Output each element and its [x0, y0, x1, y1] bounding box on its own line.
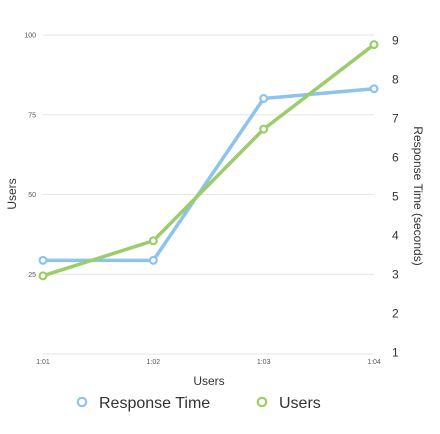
right-tick-label: 6: [392, 151, 399, 165]
legend-marker-users: [256, 396, 268, 408]
data-point-response-time: [148, 255, 158, 265]
series-line-response-time: [41, 87, 376, 263]
right-tick-label: 4: [392, 229, 399, 243]
x-axis-ticks: 1:01 1:02 1:03 1:04: [36, 359, 381, 366]
legend-marker-response-time: [76, 396, 88, 408]
x-tick-label: 1:01: [36, 359, 50, 366]
x-tick-label: 1:02: [147, 359, 161, 366]
left-axis-title: Users: [5, 178, 19, 209]
left-tick-label: 25: [28, 272, 36, 279]
right-axis-title: Response Time (seconds): [411, 126, 425, 265]
right-tick-label: 5: [392, 190, 399, 204]
data-point-users: [148, 236, 158, 246]
legend-label-response-time: Response Time: [99, 395, 210, 412]
right-tick-label: 7: [392, 112, 399, 126]
x-tick-label: 1:03: [257, 359, 271, 366]
left-axis-ticks: 25 50 75 100: [24, 33, 36, 279]
right-tick-label: 8: [392, 73, 399, 87]
series-line-users: [41, 42, 376, 278]
right-tick-label: 9: [392, 34, 399, 48]
right-tick-label: 1: [392, 346, 399, 360]
data-point-response-time: [38, 255, 48, 265]
right-axis-ticks: 1 2 3 4 5 6 7 8 9: [392, 34, 399, 360]
grid: [43, 34, 374, 355]
data-point-users: [369, 40, 379, 50]
data-point-response-time: [369, 84, 379, 94]
legend: Response Time Users: [76, 395, 321, 412]
data-point-users: [38, 271, 48, 281]
right-tick-label: 3: [392, 268, 399, 282]
left-tick-label: 100: [24, 33, 36, 40]
left-tick-label: 75: [28, 112, 36, 119]
right-tick-label: 2: [392, 307, 399, 321]
x-axis-title: Users: [193, 374, 224, 388]
data-point-users: [259, 124, 269, 134]
series: [38, 40, 379, 281]
data-point-response-time: [259, 93, 269, 103]
x-tick-label: 1:04: [367, 359, 381, 366]
legend-label-users: Users: [279, 395, 321, 412]
left-tick-label: 50: [28, 192, 36, 199]
